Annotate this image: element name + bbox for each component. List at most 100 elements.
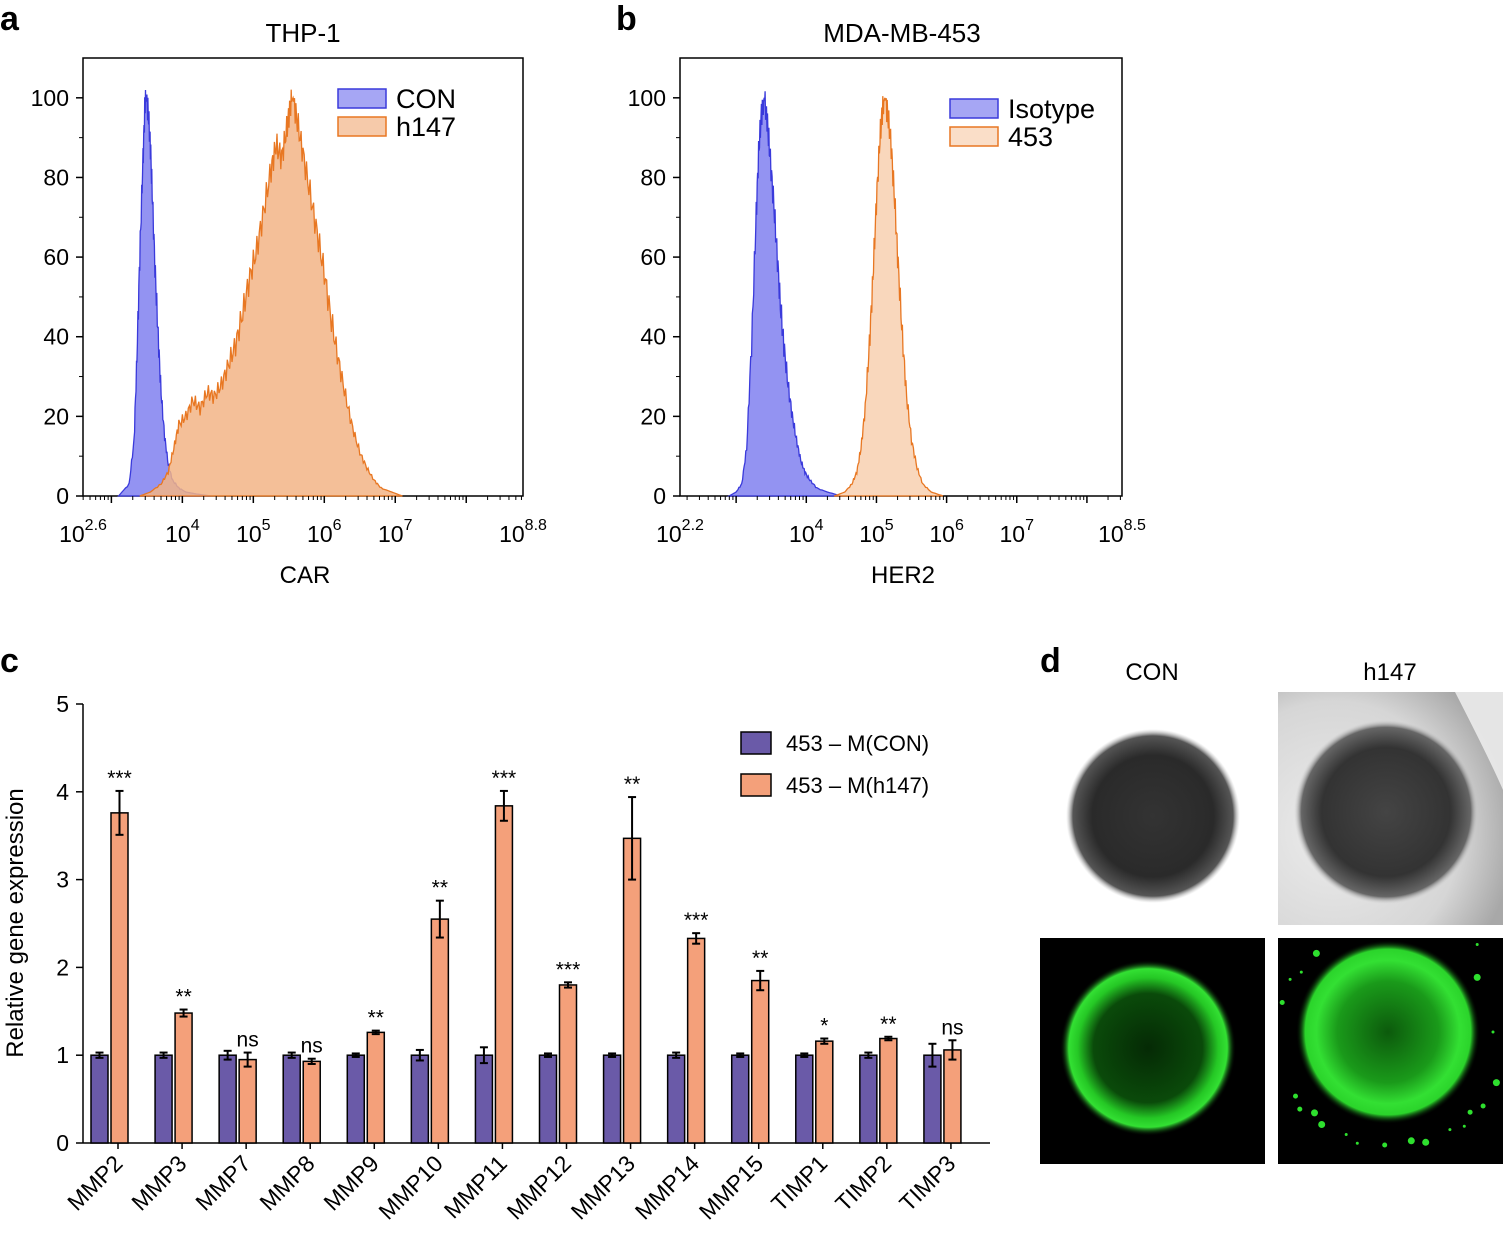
y-tick-label: 0 [56,1130,69,1156]
fluorescent-speckle [1318,1121,1326,1128]
significance-label: ** [175,986,191,1009]
fluorescent-speckle [1462,1124,1466,1128]
y-tick-label: 60 [43,244,69,270]
significance-label: ** [752,947,768,970]
bar-mmp15-con [730,1054,750,1144]
x-tick-label: MMP12 [502,1150,576,1224]
significance-label: *** [492,767,517,790]
significance-label: ** [624,773,640,796]
bar-mmp14-con [666,1054,686,1144]
legend-swatch [337,88,387,109]
chart-title-a: THP-1 [265,18,340,48]
bar-timp1-h147 [815,1040,834,1144]
bar-mmp13-h147 [622,837,642,1144]
histogram-series-453 [834,96,944,497]
fluorescence-image-con [1040,938,1265,1164]
significance-label: ** [432,877,448,900]
bar-timp2-h147 [879,1037,898,1144]
y-tick-label: 4 [56,779,69,805]
panel-b: b MDA-MB-453 0 20 40 60 80 100 102.2 104 105 106… [616,0,1146,589]
x-tick-label: 105 [236,517,271,547]
fluorescent-speckle [1480,1103,1486,1109]
x-tick-label: 102.6 [59,517,107,547]
brightfield-image-h147 [1278,692,1503,925]
y-tick-label: 20 [640,403,666,429]
bar-mmp11-h147 [494,805,514,1144]
bar-timp2-con [859,1054,878,1144]
y-tick-label: 5 [56,691,69,717]
fluorescent-speckle [1422,1138,1430,1146]
histogram-plot-b [679,57,1123,497]
x-tick-label: TIMP1 [766,1150,832,1216]
panel-letter-b: b [616,0,637,38]
bar-mmp7-h147 [238,1058,257,1144]
y-tick-label: 2 [56,954,69,980]
y-tick-label: 0 [653,483,666,509]
significance-label: *** [684,909,709,932]
significance-label: ** [880,1013,896,1036]
x-tick-label: 107 [378,517,413,547]
bar-mmp2-con [90,1054,109,1144]
x-tick-label: MMP3 [126,1150,191,1215]
legend-swatch [949,98,999,119]
bar-mmp12-h147 [558,984,578,1144]
legend-label: Isotype [1008,94,1095,124]
fluorescent-speckle [1311,1109,1318,1117]
significance-label: *** [107,767,132,790]
y-axis-label-c: Relative gene expression [2,788,29,1058]
bar-timp3-con [923,1054,942,1144]
spheroid-fluorescence-h147 [1296,940,1480,1124]
legend-label: CON [396,84,456,114]
legend-swatch [740,773,772,797]
x-axis-label-a: CAR [280,562,331,589]
y-tick-label: 100 [31,85,69,111]
bar-timp1-con [795,1054,814,1144]
histogram-series-h147 [139,89,403,497]
fluorescent-speckle [1288,977,1292,981]
bar-mmp3-h147 [174,1012,193,1144]
x-tick-label: MMP15 [694,1150,768,1224]
bar-mmp13-con [602,1054,622,1144]
x-tick-label: MMP11 [439,1150,512,1223]
legend-label: 453 [1008,122,1053,152]
legend-label: 453 – M(h147) [786,773,929,798]
bar-mmp9-h147 [366,1031,386,1144]
bar-timp3-h147 [943,1049,962,1144]
fluorescent-speckle [1382,1142,1388,1148]
y-tick-label: 20 [43,403,69,429]
axes-c: 0 1 2 3 4 5 [56,691,990,1156]
legend-swatch [337,116,387,137]
x-tick-label: MMP2 [62,1150,127,1215]
fluorescent-speckle [1407,1137,1415,1145]
fluorescent-speckle [1279,1000,1285,1005]
x-tick-label: MMP8 [254,1150,319,1215]
histogram-series-isotype [726,91,842,497]
x-tick-label: MMP7 [190,1150,255,1215]
x-axis-b: 102.2 104 105 106 107 108.5 [656,496,1146,547]
significance-label: ** [368,1007,384,1030]
significance-label: ns [237,1029,259,1052]
x-tick-label: 107 [1000,517,1035,547]
y-axis-a: 0 20 40 60 80 100 [31,85,83,509]
x-axis-label-b: HER2 [871,562,935,589]
panel-letter-c: c [0,642,19,680]
y-tick-label: 0 [56,483,69,509]
x-tick-label: 108.5 [1098,517,1146,547]
x-tick-label: 105 [859,517,894,547]
brightfield-image-con [1040,692,1265,925]
fluorescent-speckle [1297,1106,1303,1112]
x-tick-label: 106 [307,517,342,547]
legend-swatch [949,126,999,147]
x-axis-a: 102.6 104 105 106 107 108.8 [59,496,547,547]
y-axis-b: 0 20 40 60 80 100 [628,85,680,509]
bars-c: *****ns ns****************** ** ns [90,767,964,1144]
y-tick-label: 3 [56,867,69,893]
fluorescent-speckle [1312,949,1320,957]
bar-mmp12-con [538,1054,558,1144]
histogram-plot-a [82,57,524,497]
bar-mmp3-con [154,1054,173,1144]
y-tick-label: 40 [43,324,69,350]
